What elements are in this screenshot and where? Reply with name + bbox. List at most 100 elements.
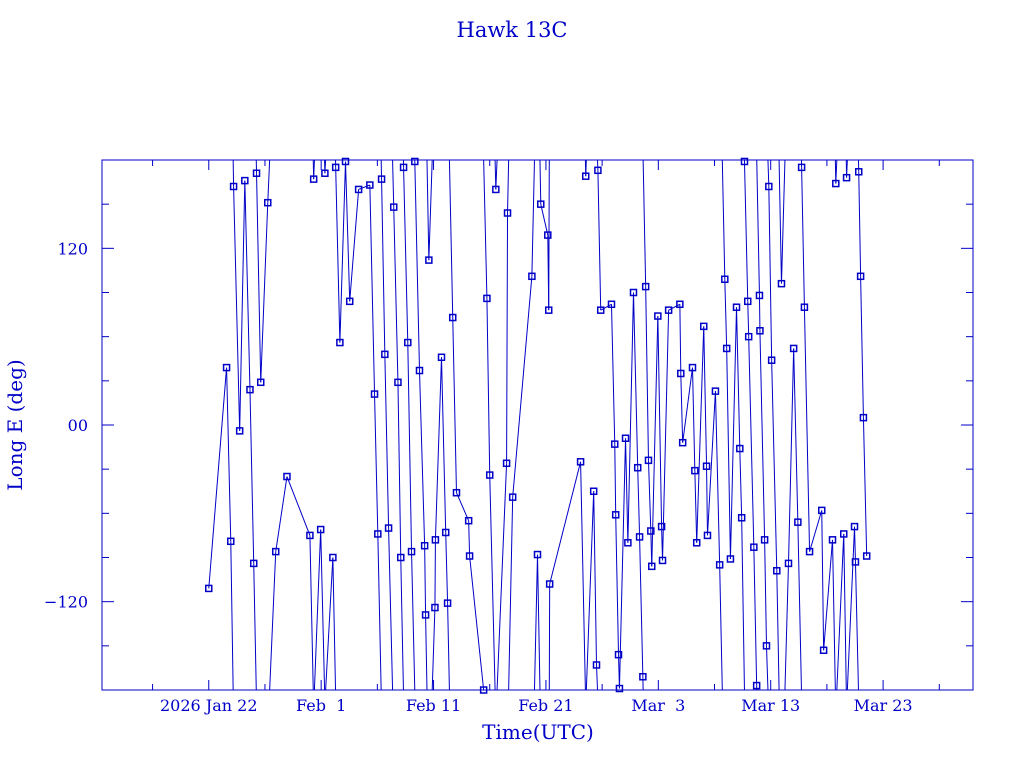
series-segment	[267, 159, 271, 203]
data-point-marker	[411, 157, 419, 166]
data-point-marker	[404, 338, 412, 347]
data-point-marker	[483, 294, 491, 303]
data-point-marker	[452, 488, 461, 497]
series-segment	[539, 159, 542, 205]
series-segment	[614, 444, 617, 515]
data-point-marker	[316, 525, 325, 534]
data-point-marker	[854, 168, 863, 176]
series-segment	[441, 357, 447, 533]
series-segment	[332, 557, 337, 691]
series-segment	[639, 536, 644, 677]
series-segment	[496, 463, 508, 691]
series-segment	[403, 167, 409, 343]
series-segment	[456, 492, 470, 521]
data-point-marker	[370, 390, 379, 398]
series-segment	[706, 391, 716, 536]
series-segment	[548, 159, 550, 311]
series-segment	[625, 438, 629, 543]
data-point-marker	[205, 584, 213, 593]
data-point-marker	[421, 611, 430, 619]
data-point-marker	[384, 524, 393, 532]
data-point-marker	[544, 231, 552, 239]
series-segment	[369, 185, 376, 395]
series-segment	[726, 348, 731, 559]
data-point-marker	[817, 506, 826, 515]
data-point-marker	[345, 297, 354, 306]
data-point-marker	[607, 300, 616, 309]
data-point-marker	[443, 599, 452, 607]
chart-title: Hawk 13C	[457, 18, 568, 42]
series-segment	[349, 189, 360, 302]
series-segment	[637, 467, 641, 537]
data-point-marker	[840, 530, 848, 538]
data-point-marker	[797, 163, 806, 172]
series-segment	[256, 173, 262, 383]
series-segment	[662, 310, 670, 561]
series-segment	[233, 186, 241, 431]
data-point-marker	[431, 603, 439, 612]
data-point-marker	[765, 182, 773, 191]
data-point-marker	[264, 198, 272, 207]
series-segment	[741, 517, 745, 691]
series-segment	[801, 167, 805, 308]
data-point-marker	[711, 387, 720, 395]
data-point-marker	[828, 536, 837, 544]
axis-ticks	[102, 160, 973, 690]
series-segment	[512, 276, 533, 498]
series-segment	[753, 547, 758, 686]
series-segment	[719, 564, 723, 691]
series-segment	[425, 614, 428, 691]
series-segment	[339, 161, 347, 343]
data-point-marker	[256, 378, 265, 387]
data-point-marker	[492, 185, 500, 194]
data-point-marker	[614, 650, 623, 659]
data-point-marker	[377, 175, 386, 183]
data-point-marker	[819, 646, 828, 654]
series-segment	[286, 476, 311, 536]
y-tick-label: 120	[57, 239, 88, 258]
series-segment	[862, 417, 868, 557]
data-point-marker	[394, 378, 402, 387]
data-point-marker	[374, 530, 382, 538]
series-lines	[208, 159, 868, 691]
series-segment	[854, 561, 859, 691]
data-point-marker	[544, 306, 553, 314]
data-point-marker	[448, 313, 457, 322]
series-segment	[407, 342, 413, 552]
series-segment	[428, 159, 433, 261]
data-point-marker	[389, 203, 398, 211]
series-segment	[418, 370, 426, 546]
data-point-marker	[611, 440, 619, 448]
data-point-marker	[576, 458, 585, 466]
series-segment	[759, 330, 766, 540]
series-segment	[208, 367, 228, 589]
data-point-marker	[736, 444, 744, 453]
series-segment	[537, 554, 541, 691]
series-segment	[657, 316, 663, 527]
series-segment	[468, 520, 471, 557]
series-segment	[320, 529, 326, 691]
series-segment	[384, 354, 390, 529]
data-point-marker	[744, 332, 753, 341]
series-segment	[739, 448, 743, 518]
data-point-marker	[508, 493, 517, 501]
series-segment	[797, 522, 802, 691]
data-point-marker	[336, 338, 344, 347]
data-point-marker	[537, 200, 545, 208]
data-point-marker	[805, 547, 814, 556]
series-segment	[434, 357, 443, 540]
data-point-marker	[503, 209, 512, 217]
data-point-marker	[437, 353, 446, 362]
series-segment	[411, 551, 416, 691]
series-segment	[486, 298, 491, 476]
y-tick-label: −120	[44, 593, 88, 612]
data-point-marker	[249, 559, 258, 568]
series-segment	[784, 563, 789, 691]
data-point-marker	[589, 487, 598, 495]
series-segment	[836, 533, 845, 691]
series-segment	[764, 539, 767, 646]
series-segment	[724, 279, 728, 349]
series-segment	[580, 461, 586, 691]
data-point-marker	[699, 322, 708, 331]
